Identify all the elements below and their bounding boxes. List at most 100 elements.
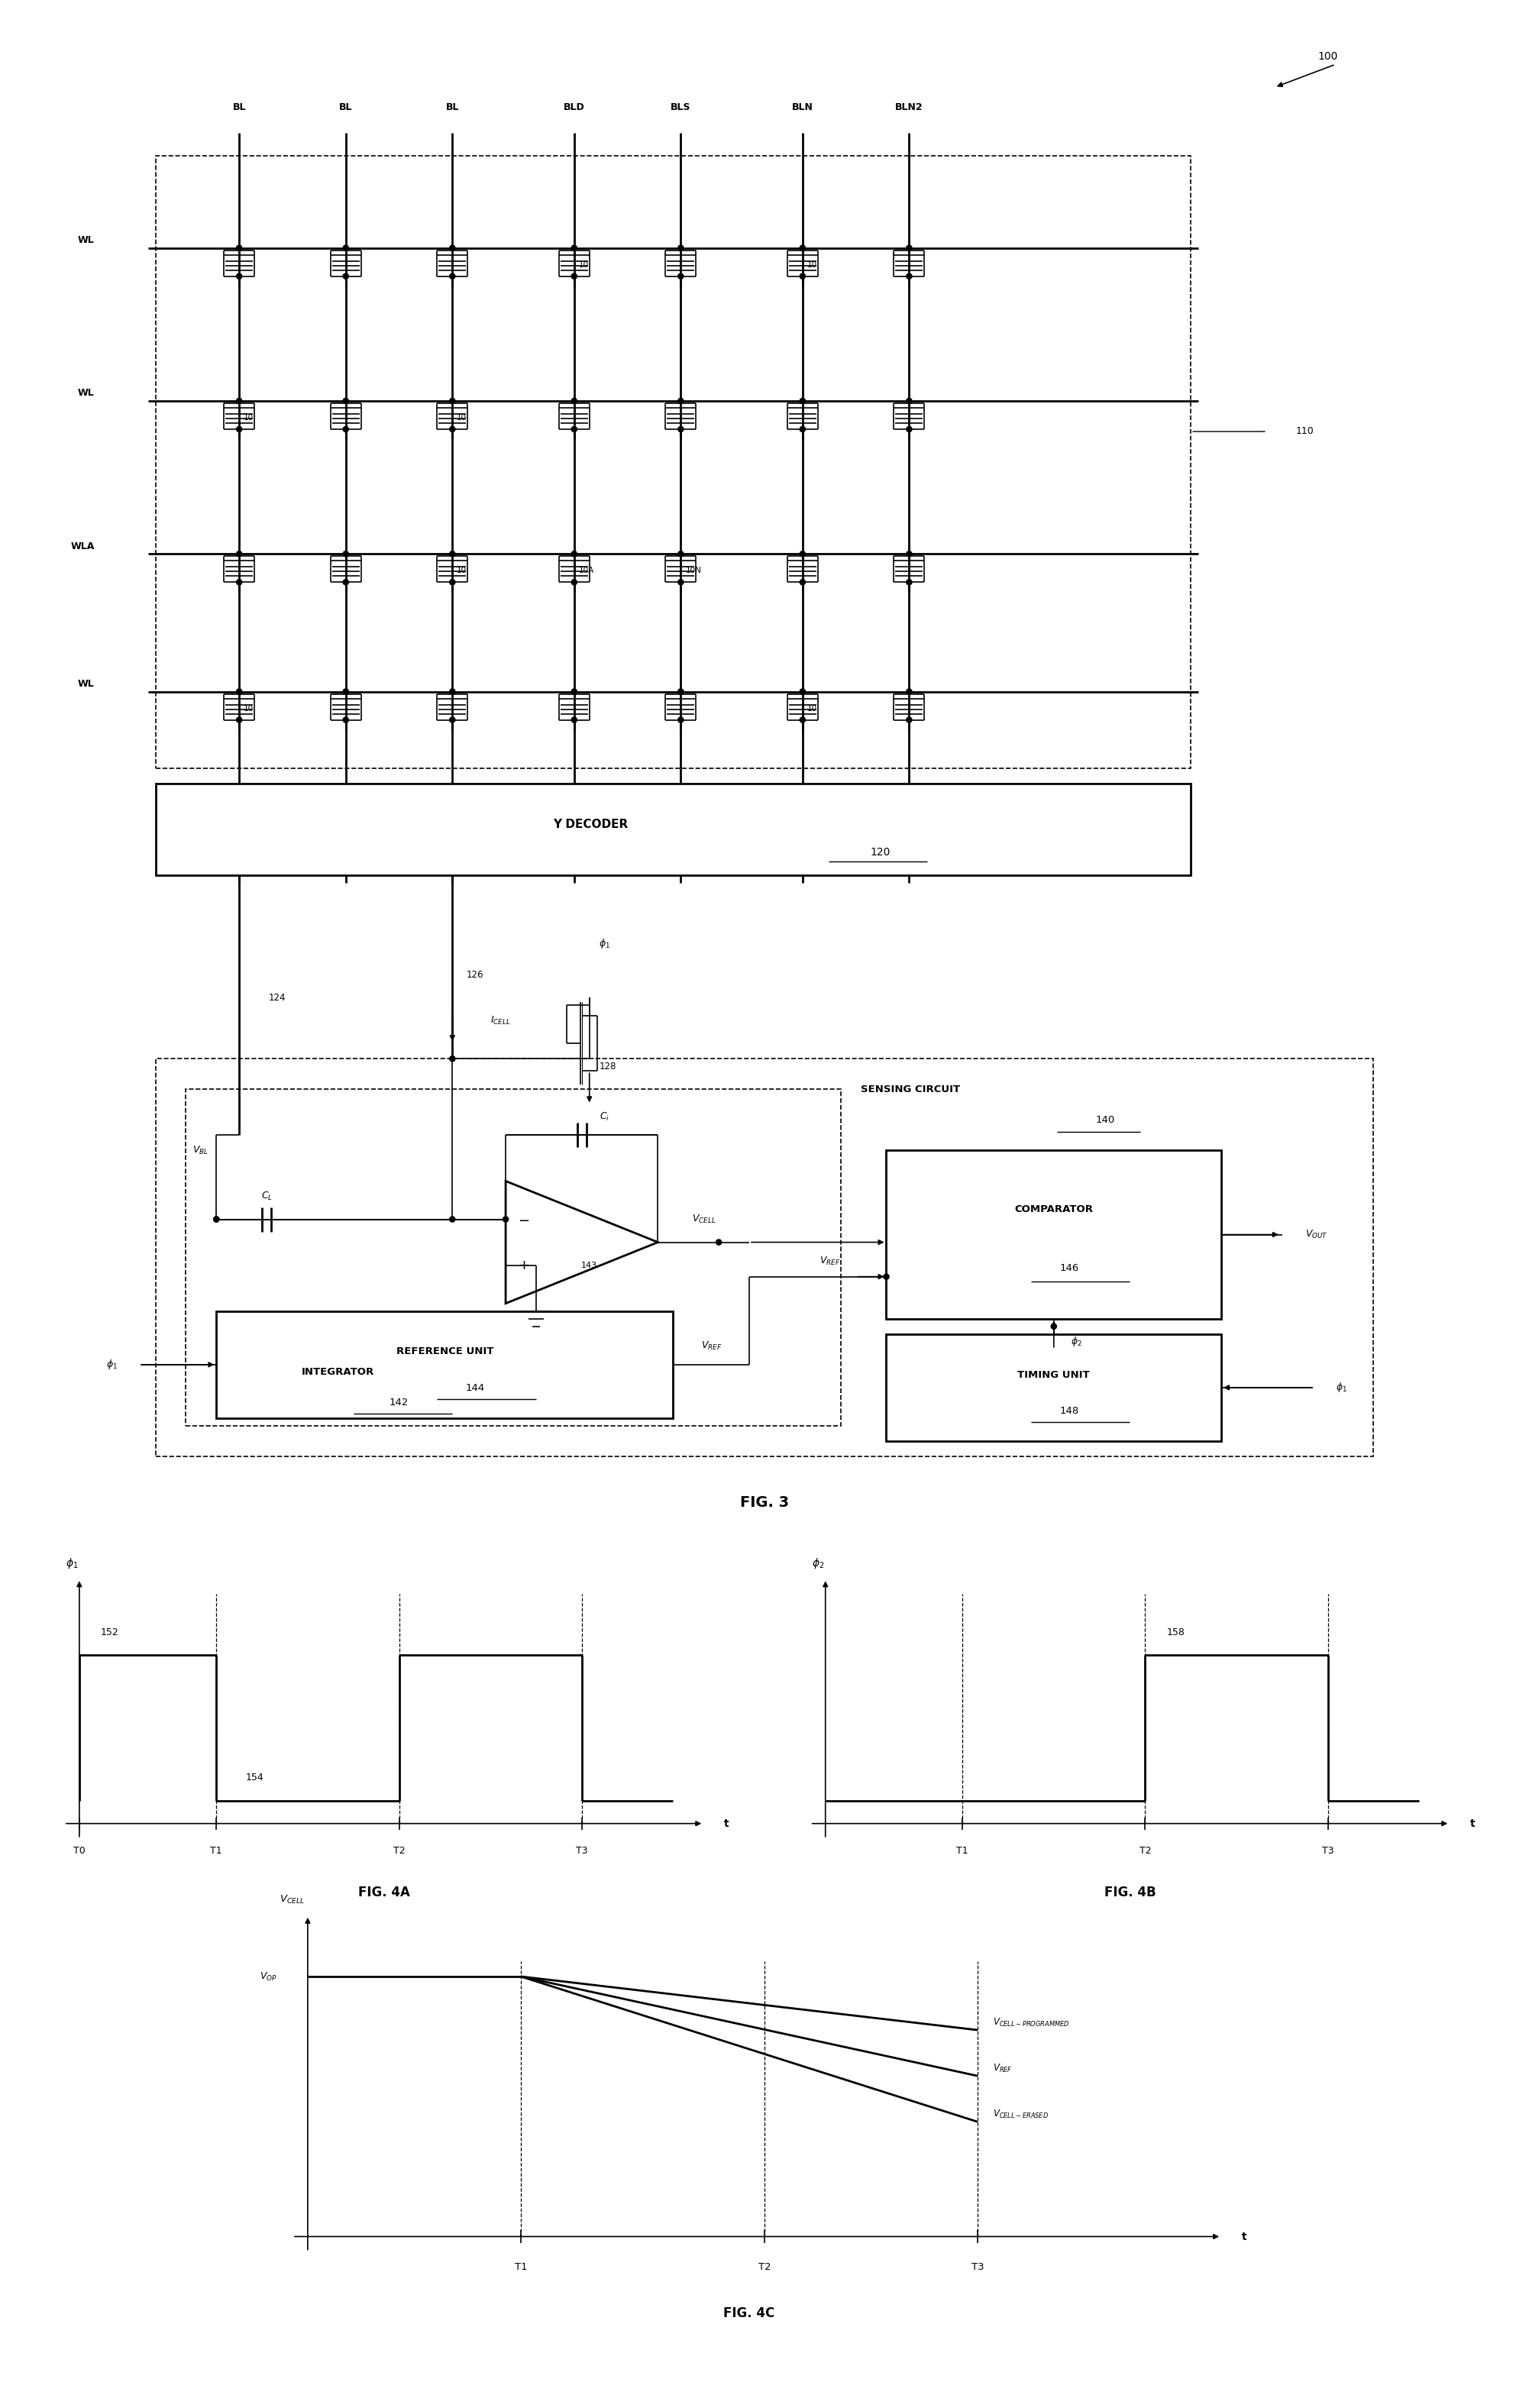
Circle shape bbox=[342, 397, 349, 405]
Circle shape bbox=[450, 718, 456, 722]
Bar bbox=[156, 157, 1191, 768]
Bar bbox=[887, 1151, 1222, 1320]
Text: T1: T1 bbox=[957, 1847, 968, 1857]
Text: t: t bbox=[723, 1818, 729, 1830]
Text: $V_{REF}$: $V_{REF}$ bbox=[820, 1255, 841, 1267]
Circle shape bbox=[716, 1240, 722, 1245]
Text: 10A: 10A bbox=[579, 566, 595, 576]
Text: t: t bbox=[1242, 2232, 1246, 2242]
Circle shape bbox=[214, 1216, 219, 1221]
Circle shape bbox=[342, 551, 349, 556]
Text: FIG. 3: FIG. 3 bbox=[740, 1495, 789, 1510]
Text: $\phi_1$: $\phi_1$ bbox=[599, 937, 610, 951]
Circle shape bbox=[450, 426, 456, 431]
Circle shape bbox=[677, 689, 683, 694]
Circle shape bbox=[800, 426, 806, 431]
Text: BLN2: BLN2 bbox=[894, 101, 924, 113]
Text: 128: 128 bbox=[599, 1062, 616, 1072]
Circle shape bbox=[907, 246, 911, 250]
Text: 140: 140 bbox=[1096, 1115, 1115, 1125]
Text: T1: T1 bbox=[515, 2261, 528, 2273]
Text: 10: 10 bbox=[457, 414, 466, 421]
Circle shape bbox=[800, 689, 806, 694]
Bar bbox=[156, 1060, 1373, 1457]
Circle shape bbox=[800, 718, 806, 722]
Text: T1: T1 bbox=[211, 1847, 222, 1857]
Circle shape bbox=[342, 275, 349, 279]
Text: 10: 10 bbox=[457, 566, 466, 576]
Text: $V_{OP}$: $V_{OP}$ bbox=[260, 1970, 277, 1982]
Circle shape bbox=[572, 246, 576, 250]
Circle shape bbox=[677, 246, 683, 250]
Text: Y DECODER: Y DECODER bbox=[553, 819, 628, 831]
Circle shape bbox=[342, 246, 349, 250]
Circle shape bbox=[237, 397, 242, 405]
Bar bbox=[156, 783, 1191, 874]
Circle shape bbox=[907, 397, 911, 405]
Text: 144: 144 bbox=[465, 1382, 485, 1394]
Circle shape bbox=[677, 426, 683, 431]
Text: 146: 146 bbox=[1060, 1264, 1078, 1274]
Circle shape bbox=[450, 1057, 456, 1062]
Circle shape bbox=[450, 689, 456, 694]
Text: T3: T3 bbox=[576, 1847, 587, 1857]
Circle shape bbox=[450, 1216, 456, 1221]
Text: FIG. 4A: FIG. 4A bbox=[358, 1885, 410, 1900]
Text: $V_{CELL-PROGRAMMED}$: $V_{CELL-PROGRAMMED}$ bbox=[992, 2015, 1070, 2028]
Text: BLD: BLD bbox=[564, 101, 584, 113]
Text: $V_{REF}$: $V_{REF}$ bbox=[700, 1341, 722, 1351]
Text: 100: 100 bbox=[1318, 51, 1338, 63]
Text: WL: WL bbox=[78, 679, 95, 689]
Text: $\phi_1$: $\phi_1$ bbox=[1335, 1382, 1347, 1394]
Text: T2: T2 bbox=[393, 1847, 405, 1857]
Bar bbox=[887, 1334, 1222, 1440]
Text: $V_{CELL}$: $V_{CELL}$ bbox=[280, 1895, 306, 1905]
Text: T2: T2 bbox=[1139, 1847, 1151, 1857]
Circle shape bbox=[450, 246, 456, 250]
Text: $V_{OUT}$: $V_{OUT}$ bbox=[1306, 1228, 1327, 1240]
Circle shape bbox=[237, 551, 242, 556]
Text: BL: BL bbox=[339, 101, 353, 113]
Text: t: t bbox=[1469, 1818, 1475, 1830]
Text: T0: T0 bbox=[73, 1847, 86, 1857]
Text: 10: 10 bbox=[243, 706, 254, 713]
Text: $I_{CELL}$: $I_{CELL}$ bbox=[491, 1014, 511, 1026]
Circle shape bbox=[1050, 1324, 1057, 1329]
Circle shape bbox=[907, 580, 911, 585]
Circle shape bbox=[342, 580, 349, 585]
Text: 152: 152 bbox=[101, 1628, 119, 1637]
Circle shape bbox=[237, 580, 242, 585]
Circle shape bbox=[450, 397, 456, 405]
Circle shape bbox=[572, 689, 576, 694]
Text: 10: 10 bbox=[807, 706, 816, 713]
Text: T2: T2 bbox=[758, 2261, 771, 2273]
Circle shape bbox=[907, 551, 911, 556]
Circle shape bbox=[800, 551, 806, 556]
Text: FIG. 4C: FIG. 4C bbox=[723, 2307, 775, 2319]
Text: $+$: $+$ bbox=[518, 1259, 529, 1271]
Text: WL: WL bbox=[78, 236, 95, 246]
Circle shape bbox=[800, 246, 806, 250]
Circle shape bbox=[237, 426, 242, 431]
Text: $\phi_1$: $\phi_1$ bbox=[66, 1556, 78, 1570]
Text: T3: T3 bbox=[1323, 1847, 1333, 1857]
Text: BL: BL bbox=[445, 101, 459, 113]
Circle shape bbox=[450, 551, 456, 556]
Text: $V_{BL}$: $V_{BL}$ bbox=[193, 1144, 209, 1156]
Circle shape bbox=[907, 426, 911, 431]
Circle shape bbox=[884, 1274, 888, 1279]
Circle shape bbox=[800, 397, 806, 405]
Text: 10: 10 bbox=[807, 260, 816, 270]
Text: COMPARATOR: COMPARATOR bbox=[1014, 1204, 1093, 1214]
Text: $-$: $-$ bbox=[518, 1211, 529, 1226]
Circle shape bbox=[572, 275, 576, 279]
Text: $\phi_1$: $\phi_1$ bbox=[106, 1358, 118, 1370]
Bar bbox=[216, 1310, 673, 1418]
Text: 10N: 10N bbox=[685, 566, 702, 576]
Circle shape bbox=[237, 246, 242, 250]
Circle shape bbox=[572, 718, 576, 722]
Circle shape bbox=[342, 426, 349, 431]
Text: INTEGRATOR: INTEGRATOR bbox=[301, 1368, 375, 1377]
Circle shape bbox=[450, 275, 456, 279]
Text: $V_{REF}$: $V_{REF}$ bbox=[992, 2064, 1012, 2073]
